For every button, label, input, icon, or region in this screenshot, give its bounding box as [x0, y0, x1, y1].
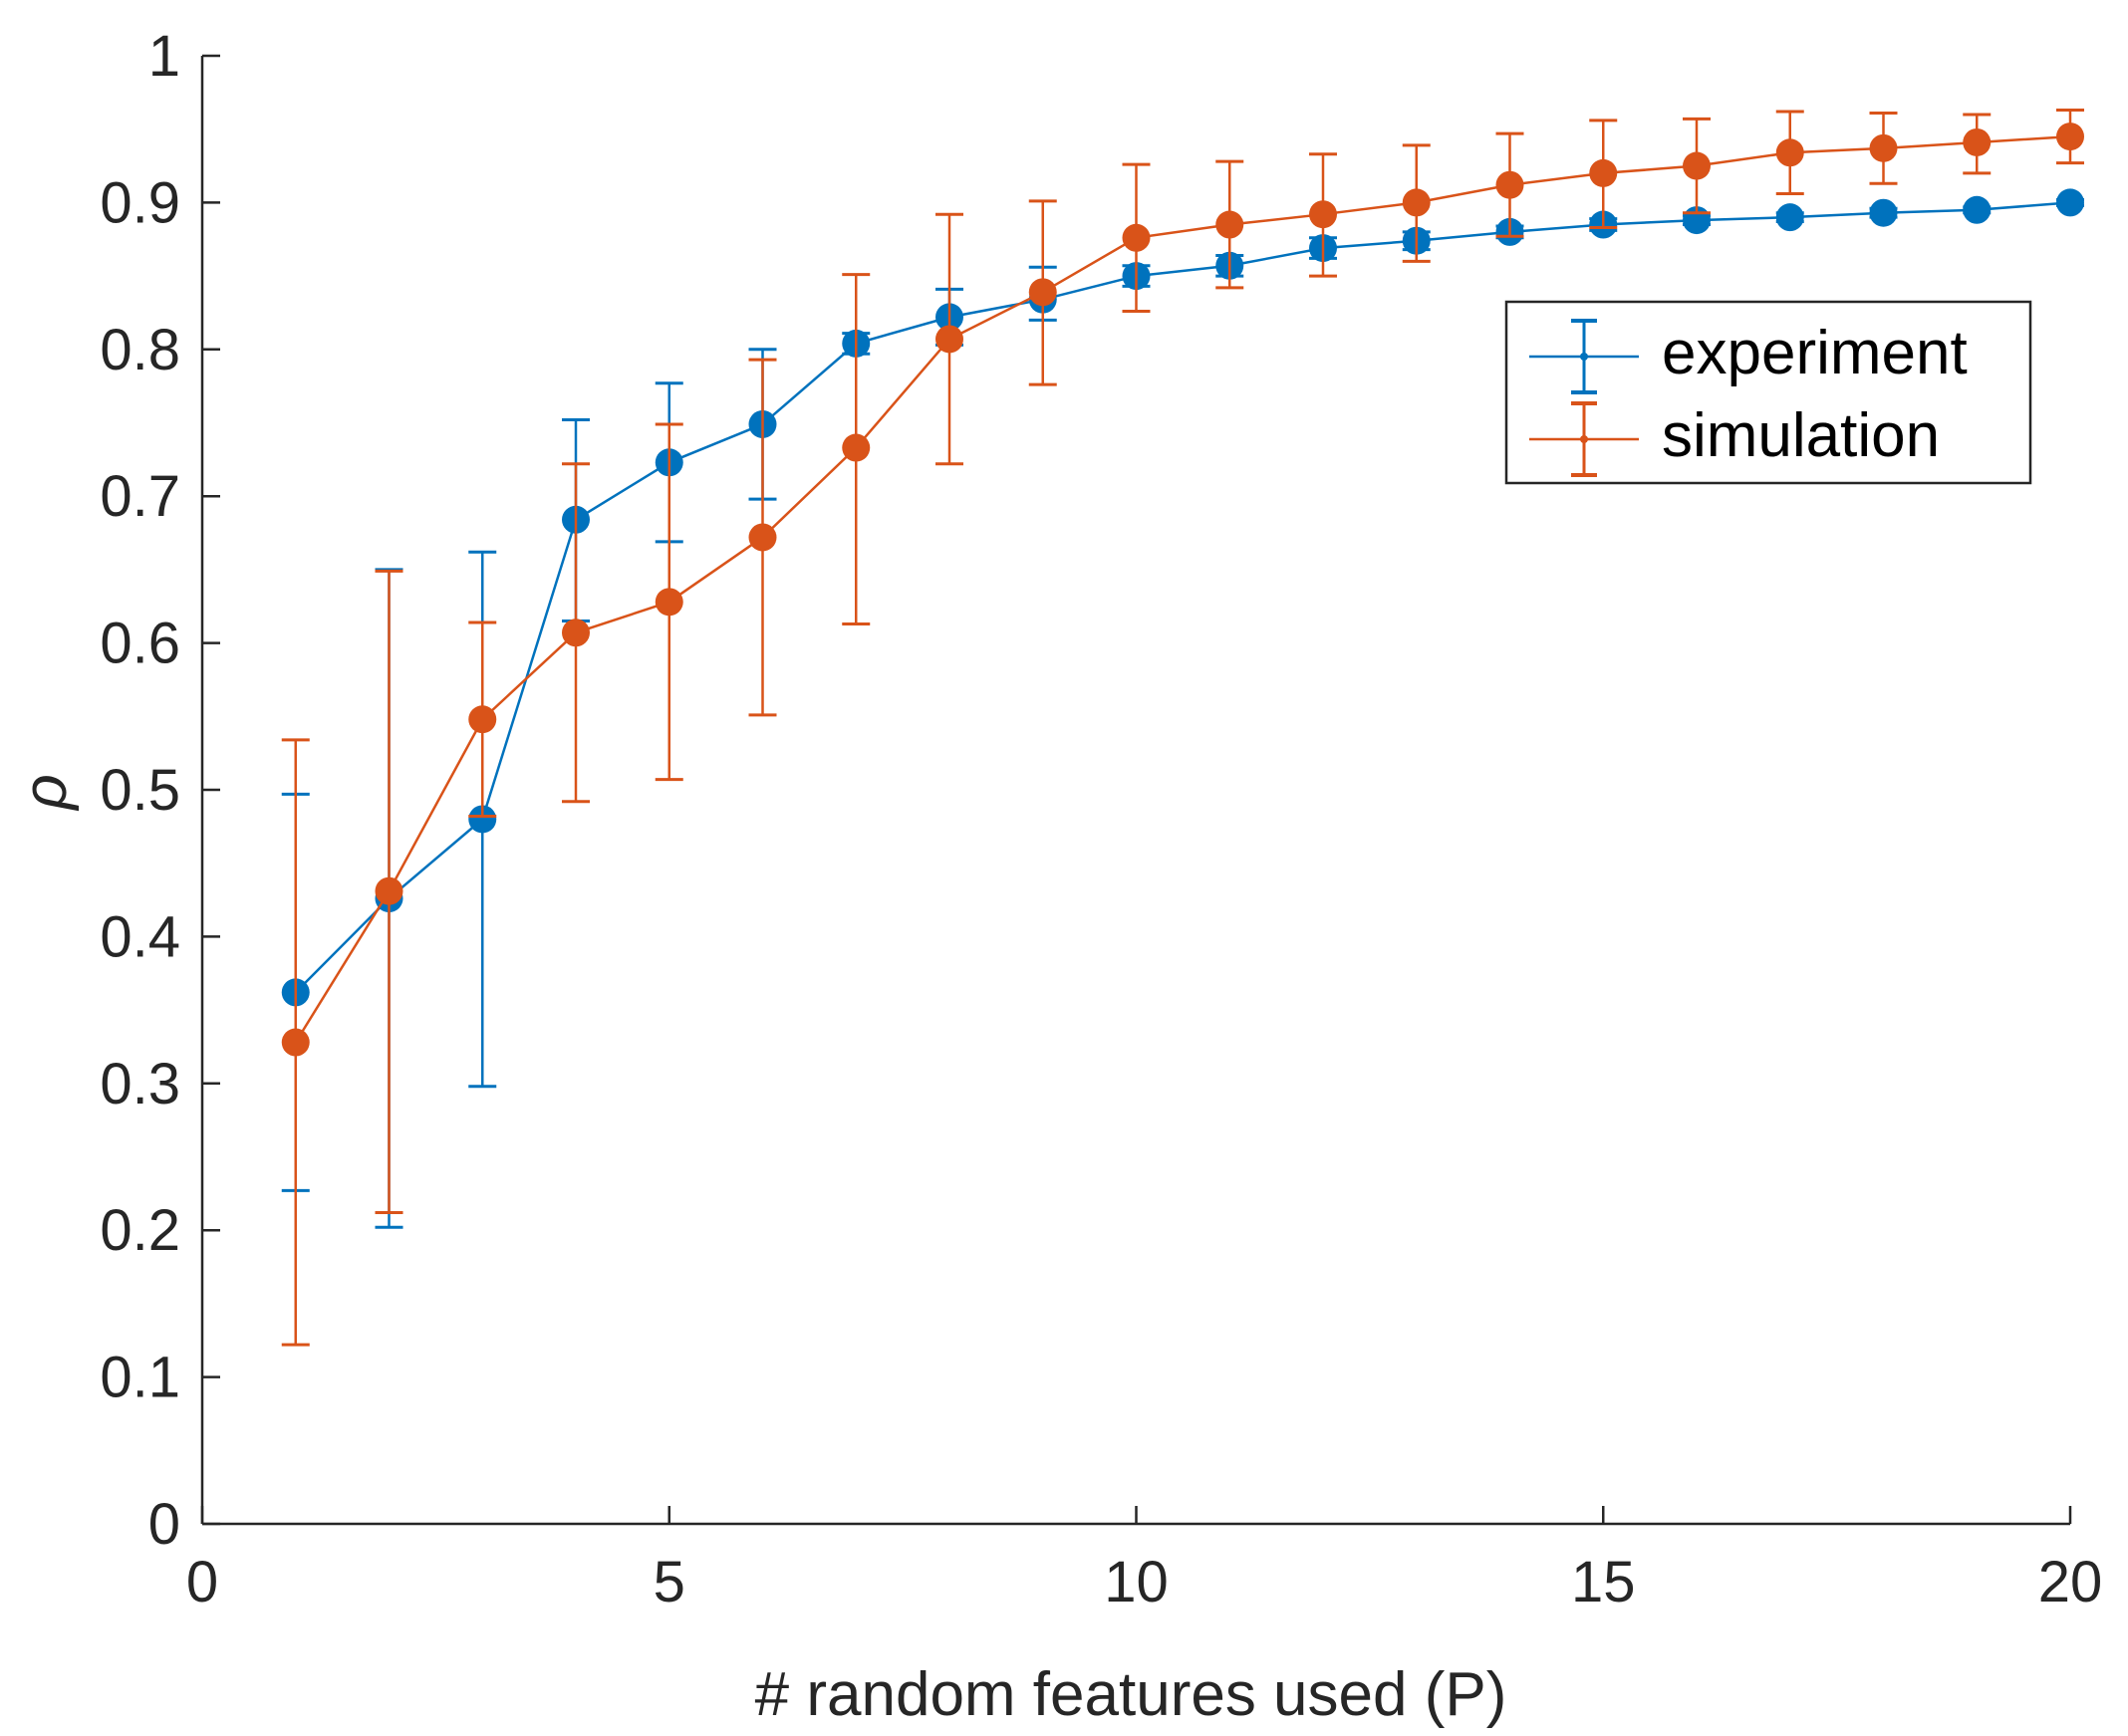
y-tick-label: 0 — [148, 1492, 180, 1557]
series-simulation — [281, 109, 2084, 1347]
experiment-data-point — [1963, 195, 1992, 224]
y-tick-label: 1 — [148, 24, 180, 89]
simulation-data-point — [1869, 133, 1898, 162]
y-tick-label: 0.4 — [100, 904, 180, 969]
simulation-legend-marker — [1580, 435, 1588, 443]
experiment-data-point — [468, 805, 497, 834]
simulation-line — [294, 134, 2071, 1044]
experiment-data-point — [1775, 203, 1804, 232]
axes: 0 5 10 15 20 0 0.1 0.2 0.3 0.4 0.5 0.6 0.7 0.8 0.9 1 — [100, 24, 2102, 1614]
simulation-data-point — [1775, 138, 1804, 167]
simulation-data-point — [562, 619, 590, 647]
experiment-data-point — [2056, 188, 2084, 217]
x-tick-label: 0 — [186, 1550, 218, 1614]
simulation-data-point — [1122, 223, 1151, 252]
y-tick-label: 0.7 — [100, 464, 180, 529]
simulation-data-point — [1309, 200, 1337, 229]
simulation-data-point — [655, 588, 683, 617]
simulation-data-point — [281, 1028, 310, 1057]
y-axis-label: ρ — [11, 774, 80, 812]
simulation-data-point — [1402, 188, 1431, 217]
simulation-data-point — [375, 876, 403, 905]
legend-swatch-simulation — [1529, 401, 1639, 477]
plot-area — [281, 109, 2084, 1347]
simulation-data-point — [2056, 123, 2084, 151]
experiment-line — [294, 201, 2071, 994]
y-tick-label: 0.2 — [100, 1198, 180, 1263]
y-tick-label: 0.6 — [100, 612, 180, 676]
x-tick-label: 15 — [1571, 1550, 1636, 1614]
legend-label-experiment: experiment — [1662, 319, 1968, 387]
legend-label-simulation: simulation — [1662, 401, 1940, 470]
x-tick-label: 20 — [2038, 1550, 2103, 1614]
simulation-data-point — [935, 325, 963, 354]
simulation-data-point — [842, 433, 871, 462]
simulation-data-point — [1963, 127, 1992, 156]
y-tick-label: 0.5 — [100, 758, 180, 823]
simulation-data-point — [1215, 210, 1244, 239]
y-tick-label: 0.3 — [100, 1052, 180, 1116]
simulation-data-point — [1589, 158, 1618, 187]
simulation-data-point — [1028, 278, 1057, 307]
simulation-data-point — [1683, 151, 1711, 180]
simulation-data-point — [468, 705, 497, 734]
y-tick-label: 0.1 — [100, 1346, 180, 1410]
experiment-legend-marker — [1580, 353, 1588, 361]
legend: experiment simulation — [1504, 300, 2032, 485]
x-tick-label: 5 — [654, 1550, 685, 1614]
legend-swatch-experiment — [1529, 319, 1639, 394]
x-tick-label: 10 — [1104, 1550, 1169, 1614]
x-axis-label: # random features used (P) — [755, 1660, 1507, 1729]
experiment-data-point — [1869, 198, 1898, 227]
simulation-data-point — [1495, 170, 1524, 199]
y-tick-label: 0.9 — [100, 170, 180, 235]
simulation-data-point — [748, 523, 777, 552]
y-tick-label: 0.8 — [100, 318, 180, 382]
